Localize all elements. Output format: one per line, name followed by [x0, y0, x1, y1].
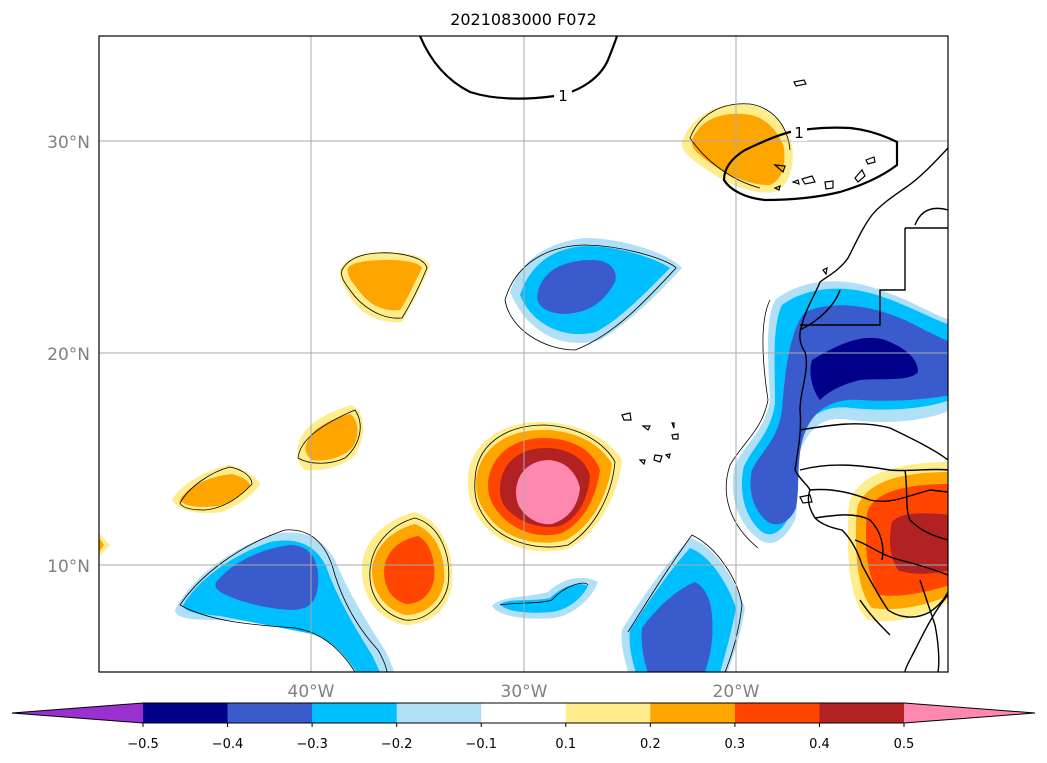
positive-anomaly-left-edge: [99, 533, 110, 557]
colorbar-segment: [227, 703, 313, 723]
lat-label-10n: 10°N: [47, 557, 90, 577]
positive-anomaly-top-right: [681, 103, 793, 193]
negative-anomaly-small-center: [492, 577, 598, 619]
map-frame: [98, 35, 949, 673]
colorbar-tick-label: −0.4: [212, 737, 244, 752]
colorbar-segment: [481, 703, 567, 723]
colorbar-segment: [312, 703, 398, 723]
positive-anomaly-east: [848, 462, 948, 622]
lat-label-20n: 20°N: [47, 345, 90, 365]
colorbar-tick-label: 0.2: [640, 737, 661, 752]
contour-label-northeast: 1: [794, 124, 804, 142]
colorbar-segment: [734, 703, 820, 723]
colorbar-extend-low: [12, 703, 143, 723]
positive-anomaly-left-small: [172, 465, 260, 514]
colorbar-tick-label: −0.3: [296, 737, 328, 752]
positive-anomaly-upper-left: [339, 252, 430, 323]
colorbar-tick-label: −0.1: [465, 737, 497, 752]
map-title: 2021083000 F072: [450, 10, 597, 29]
lat-label-30n: 30°N: [47, 133, 90, 153]
colorbar-extend-high: [904, 703, 1035, 723]
colorbar-segment: [396, 703, 482, 723]
colorbar: −0.5 −0.4 −0.3 −0.2 −0.1 0.1 0.2 0.3 0.4 0.5: [11, 702, 1036, 752]
colorbar-tick-label: 0.3: [725, 737, 746, 752]
colorbar-tick-label: 0.1: [555, 737, 576, 752]
colorbar-segment: [819, 703, 905, 723]
lon-label-40w: 40°W: [288, 682, 335, 702]
islands: [621, 79, 876, 504]
coastlines: [794, 147, 948, 672]
positive-anomaly-lower-left-center: [362, 512, 453, 625]
colorbar-tick-label: 0.4: [809, 737, 830, 752]
negative-anomaly-lower-left: [175, 529, 394, 672]
contour-label-north: 1: [558, 87, 568, 105]
positive-anomaly-center: [468, 422, 622, 552]
colorbar-tick-label: −0.5: [127, 737, 159, 752]
colorbar-tick-label: −0.2: [381, 737, 413, 752]
map-plot-area: 1 1: [99, 36, 948, 672]
colorbar-segment: [565, 703, 651, 723]
negative-anomaly-upper-center: [504, 238, 682, 351]
negative-anomaly-lower-center: [621, 534, 745, 672]
colorbar-tick-label: 0.5: [894, 737, 915, 752]
map-gridlines: [99, 36, 948, 672]
negative-anomaly-east-coast: [725, 281, 948, 549]
colorbar-segment: [143, 703, 229, 723]
lon-label-20w: 20°W: [713, 682, 760, 702]
lon-label-30w: 30°W: [501, 682, 548, 702]
colorbar-segment: [650, 703, 736, 723]
